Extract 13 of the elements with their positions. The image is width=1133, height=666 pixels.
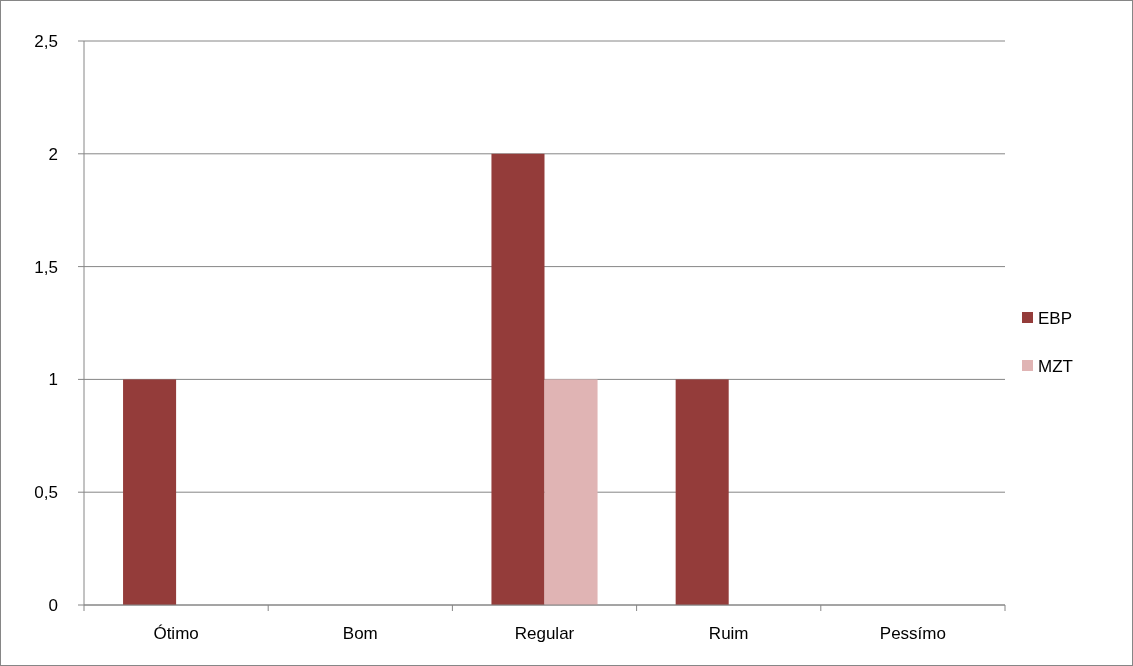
x-tick-label: Ótimo [153, 624, 199, 643]
legend-label: MZT [1038, 356, 1073, 376]
y-tick-label: 1 [48, 370, 58, 390]
y-tick-label: 0,5 [34, 483, 58, 503]
x-tick-label: Pessímo [879, 624, 946, 643]
y-tick-label: 2,5 [34, 31, 58, 51]
y-tick-label: 1,5 [34, 257, 58, 277]
legend-label: EBP [1038, 308, 1073, 328]
x-tick-label: Ruim [708, 624, 749, 643]
x-tick-label: Regular [514, 624, 575, 643]
x-tick-label: Bom [342, 624, 378, 643]
y-tick-label: 0 [48, 595, 58, 615]
y-tick-label: 2 [48, 144, 58, 164]
